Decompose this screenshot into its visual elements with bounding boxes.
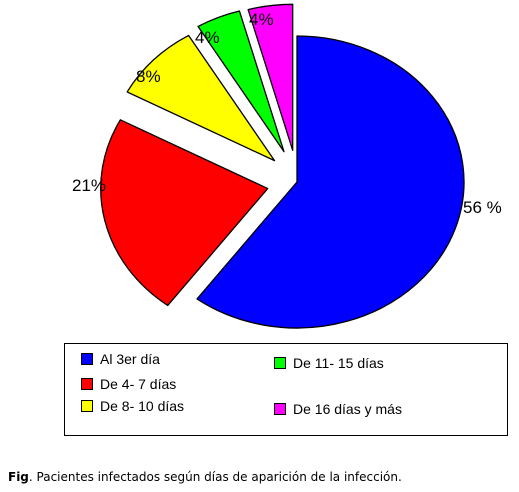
legend-item-de-4-7-dias: De 4- 7 días — [81, 376, 176, 392]
pie-slice-de-8-10-dias — [126, 34, 276, 162]
pie-slices — [100, 3, 465, 329]
chart-legend: Al 3er día De 4- 7 días De 8- 10 días De… — [64, 343, 508, 436]
legend-label: De 11- 15 días — [293, 355, 384, 371]
pie-slice-al-3er-dia — [196, 35, 465, 329]
pie-chart: 56 % 21% 8% 4% 4% — [72, 3, 502, 329]
pie-slice-de-16-dias-y-mas — [247, 3, 294, 151]
legend-swatch-green — [274, 357, 286, 369]
legend-label: De 16 días y más — [293, 401, 402, 417]
slice-label-de-16-dias-y-mas: 4% — [249, 10, 274, 29]
legend-swatch-blue — [81, 353, 93, 365]
legend-label: De 4- 7 días — [100, 376, 177, 392]
legend-item-de-8-10-dias: De 8- 10 días — [81, 398, 184, 414]
pie-slice-de-11-15-dias — [197, 10, 285, 153]
pie-slice-de-4-7-dias — [100, 119, 269, 307]
legend-item-al-3er-dia: Al 3er día — [81, 351, 160, 367]
figure-caption: Fig. Pacientes infectados según días de … — [8, 470, 402, 484]
legend-label: Al 3er día — [100, 351, 160, 367]
legend-item-de-16-dias-y-mas: De 16 días y más — [274, 401, 402, 417]
slice-label-de-8-10-dias: 8% — [136, 67, 161, 86]
legend-label: De 8- 10 días — [100, 398, 185, 414]
slice-label-de-11-15-dias: 4% — [195, 28, 220, 47]
legend-swatch-red — [81, 378, 93, 390]
slice-label-al-3er-dia: 56 % — [463, 198, 502, 217]
legend-swatch-magenta — [274, 403, 286, 415]
caption-prefix: Fig — [8, 470, 29, 484]
caption-text: . Pacientes infectados según días de apa… — [28, 470, 402, 484]
slice-label-de-4-7-dias: 21% — [72, 176, 106, 195]
legend-item-de-11-15-dias: De 11- 15 días — [274, 355, 384, 371]
legend-swatch-yellow — [81, 400, 93, 412]
